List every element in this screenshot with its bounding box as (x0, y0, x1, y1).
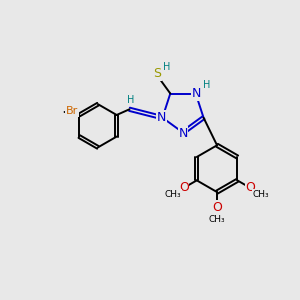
Text: H: H (163, 61, 170, 71)
Text: H: H (127, 95, 135, 105)
Text: O: O (179, 182, 189, 194)
Text: S: S (153, 67, 161, 80)
Text: N: N (157, 111, 167, 124)
Text: H: H (203, 80, 211, 90)
Text: Br: Br (66, 106, 78, 116)
Text: CH₃: CH₃ (165, 190, 181, 199)
Text: N: N (178, 127, 188, 140)
Text: O: O (245, 182, 255, 194)
Text: CH₃: CH₃ (209, 215, 225, 224)
Text: O: O (212, 201, 222, 214)
Text: CH₃: CH₃ (253, 190, 269, 199)
Text: N: N (192, 87, 201, 100)
